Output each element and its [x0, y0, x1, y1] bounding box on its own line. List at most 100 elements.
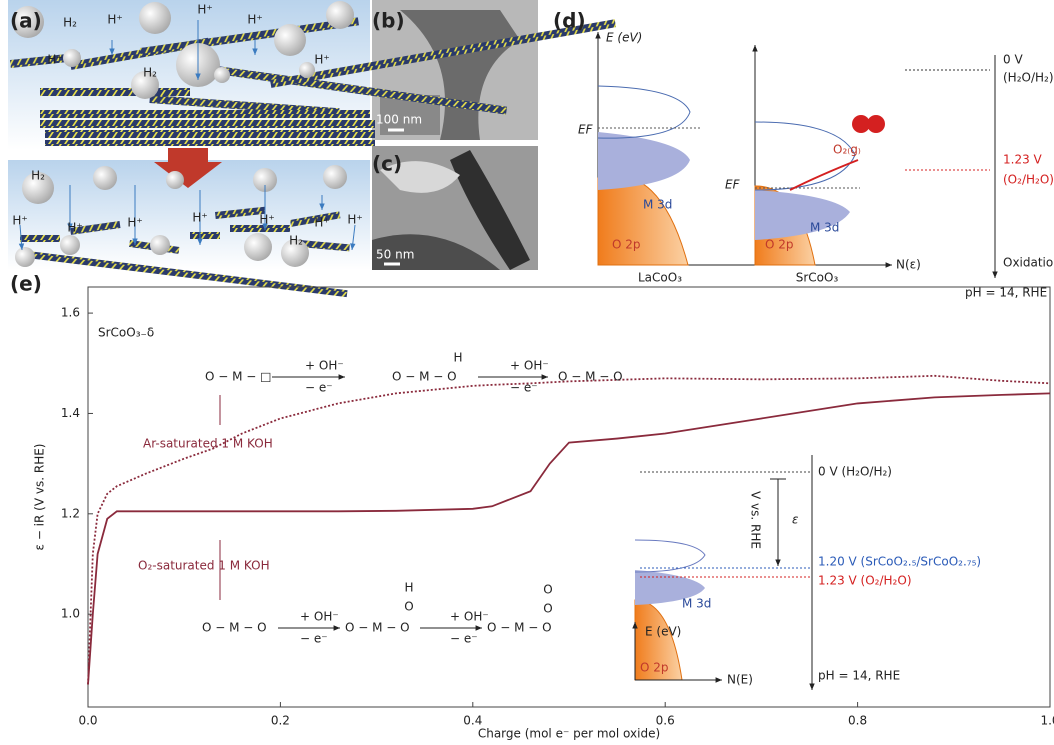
species-label: H₂	[143, 66, 157, 80]
condition-label: pH = 14, RHE	[965, 286, 1047, 300]
species-label: H₂	[31, 169, 45, 183]
arrow-head	[716, 677, 722, 682]
gas-label: O₂₍g₎	[833, 143, 861, 157]
band-label: O 2p	[765, 238, 794, 252]
y-tick-label: 1.4	[61, 406, 80, 420]
scale-bar-label: 50 nm	[376, 248, 414, 262]
band-label: O 2p	[640, 661, 669, 675]
x-tick-label: 0.8	[848, 714, 867, 728]
scheme-text: − e⁻	[450, 632, 478, 646]
bubble	[93, 166, 117, 190]
scheme-text: O	[543, 583, 552, 597]
scheme-text: H	[404, 581, 413, 595]
x-axis-label: Charge (mol e⁻ per mol oxide)	[478, 727, 660, 741]
band-label: M 3d	[643, 198, 672, 212]
band-label: M 3d	[810, 221, 839, 235]
axis-label: E (eV)	[606, 31, 642, 45]
bubble	[323, 165, 347, 189]
scale-label: ε	[792, 513, 799, 527]
material-label: LaCoO₃	[638, 271, 682, 285]
o-atom	[867, 115, 885, 133]
arrow-head	[542, 374, 548, 379]
species-label: H⁺	[127, 216, 142, 230]
fermi-label: EF	[578, 123, 594, 137]
species-label: H⁺	[192, 211, 207, 225]
x-tick-label: 0.4	[463, 714, 482, 728]
layer	[45, 130, 375, 138]
species-label: H⁺	[314, 53, 329, 67]
scheme-text: O − M − O	[345, 621, 410, 635]
potential-label: 0 V (H₂O/H₂)	[818, 465, 892, 479]
bubble	[60, 235, 80, 255]
scheme-text: + OH⁻	[450, 610, 489, 624]
species-label: H⁺	[247, 13, 262, 27]
layer	[40, 120, 375, 128]
y-tick-label: 1.6	[61, 306, 80, 320]
arrow-head	[992, 272, 997, 278]
axis-label: N(ε)	[896, 258, 921, 272]
species-label: H⁺	[47, 53, 62, 67]
scheme-text: − e⁻	[300, 632, 328, 646]
potential-label: 1.23 V	[1003, 153, 1043, 167]
transfer	[790, 160, 858, 190]
potential-label: 0 V	[1003, 53, 1023, 67]
scheme-text: O	[543, 602, 552, 616]
scheme-text: O − M − O	[392, 370, 457, 384]
bubble	[214, 67, 230, 83]
scheme-text: O − M − O	[558, 370, 623, 384]
species-label: H⁺	[347, 213, 362, 227]
arrow-head	[476, 625, 482, 630]
scheme-text: O − M − □	[205, 370, 272, 384]
material-label: SrCoO₃	[796, 271, 839, 285]
scheme-text: O − M − O	[487, 621, 552, 635]
sample-label: SrCoO₃₋δ	[98, 326, 154, 340]
fermi-label: EF	[725, 178, 741, 192]
scheme-text: O	[404, 600, 413, 614]
condition-label: pH = 14, RHE	[818, 669, 900, 683]
species-label: H⁺	[107, 13, 122, 27]
axis-label: N(E)	[727, 673, 753, 687]
panel-label: (e)	[10, 272, 42, 296]
bubble	[166, 171, 184, 189]
series-label: O₂-saturated 1 M KOH	[138, 559, 270, 573]
species-label: H₂	[289, 234, 303, 248]
potential-label: 1.23 V (O₂/H₂O)	[818, 574, 912, 588]
band-label: M 3d	[682, 597, 711, 611]
series-label: Ar-saturated 1 M KOH	[143, 437, 273, 451]
scale-bar-label: 100 nm	[376, 113, 422, 127]
bubble	[139, 2, 171, 34]
scheme-text: − e⁻	[305, 381, 333, 395]
scale-label: V vs. RHE	[749, 491, 763, 549]
bubble	[274, 24, 306, 56]
direction-label: Oxidation	[1003, 256, 1054, 270]
arrow-head	[752, 45, 757, 51]
x-tick-label: 1.0	[1040, 714, 1054, 728]
layer	[40, 88, 190, 96]
y-axis-label: ε − iR (V vs. RHE)	[33, 444, 47, 551]
band-empty	[635, 540, 705, 572]
species-label: H₂	[63, 16, 77, 30]
species-label: H⁺	[67, 221, 82, 235]
bubble	[326, 1, 354, 29]
x-tick-label: 0.2	[271, 714, 290, 728]
bubble	[63, 49, 81, 67]
species-label: H⁺	[12, 214, 27, 228]
layer	[190, 232, 220, 239]
potential-label: 1.20 V (SrCoO₂.₅/SrCoO₂.₇₅)	[818, 555, 981, 569]
arrow-head	[886, 262, 892, 267]
species-label: H⁺	[259, 213, 274, 227]
panel-label: (c)	[372, 152, 402, 176]
arrow-head	[339, 374, 345, 379]
figure: H₂H⁺H⁺H⁺H⁺H₂H⁺H₂H⁺H⁺H⁺H⁺H₂H⁺H⁺H⁺(a)(b)10…	[0, 0, 1054, 745]
y-tick-label: 1.2	[61, 506, 80, 520]
panel-label: (b)	[372, 9, 405, 33]
scheme-text: − e⁻	[510, 381, 538, 395]
scheme-text: O − M − O	[202, 621, 267, 635]
arrow-head	[334, 625, 340, 630]
scheme-text: H	[453, 351, 462, 365]
y-tick-label: 1.0	[61, 607, 80, 621]
bubble	[150, 235, 170, 255]
potential-label: (O₂/H₂O)	[1003, 173, 1054, 187]
panel-label: (a)	[10, 9, 42, 33]
species-label: H⁺	[314, 216, 329, 230]
